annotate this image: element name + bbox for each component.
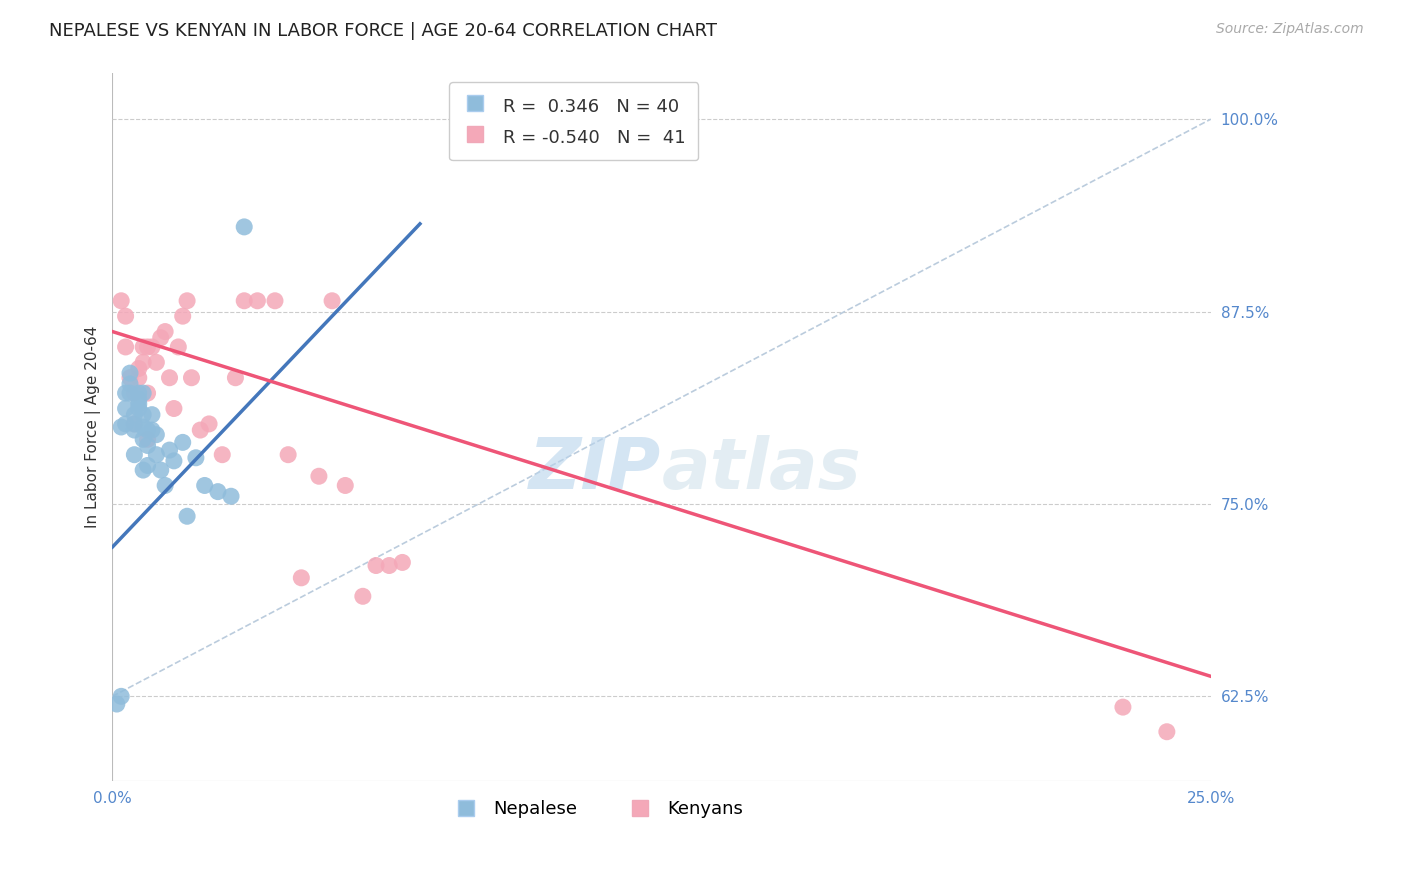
Point [145,427,167,442]
Point [149,463,172,477]
Text: ZIP: ZIP [529,435,662,504]
Point [145,355,167,369]
Point [163,401,186,416]
Point [172,309,194,323]
Text: atlas: atlas [662,435,862,504]
Point [149,331,172,345]
Point [145,448,167,462]
Point [136,458,159,473]
Point [114,340,136,354]
Legend: Nepalese, Kenyans: Nepalese, Kenyans [441,793,751,825]
Point [321,293,343,308]
Point [391,556,413,570]
Point [224,370,246,384]
Point [132,420,155,434]
Point [159,443,181,458]
Point [141,340,163,354]
Point [132,463,155,477]
Point [110,690,132,704]
Point [378,558,401,573]
Point [110,293,132,308]
Point [110,420,132,434]
Point [114,386,136,401]
Point [118,370,141,384]
Y-axis label: In Labor Force | Age 20-64: In Labor Force | Age 20-64 [86,326,101,528]
Point [128,361,150,376]
Point [207,484,229,499]
Text: NEPALESE VS KENYAN IN LABOR FORCE | AGE 20-64 CORRELATION CHART: NEPALESE VS KENYAN IN LABOR FORCE | AGE … [49,22,717,40]
Point [128,392,150,407]
Point [308,469,330,483]
Point [277,448,299,462]
Point [132,355,155,369]
Point [246,293,269,308]
Point [132,340,155,354]
Point [136,438,159,452]
Point [264,293,287,308]
Point [1112,700,1135,714]
Point [132,408,155,422]
Point [118,386,141,401]
Point [132,386,155,401]
Point [128,401,150,416]
Point [198,417,221,431]
Point [180,370,202,384]
Point [176,293,198,308]
Point [167,340,190,354]
Point [136,423,159,437]
Point [163,454,186,468]
Point [105,697,128,711]
Point [188,423,211,437]
Point [114,417,136,431]
Point [141,423,163,437]
Point [136,432,159,446]
Point [124,408,146,422]
Point [124,386,146,401]
Point [128,397,150,411]
Point [114,401,136,416]
Point [128,386,150,401]
Point [124,417,146,431]
Point [290,571,312,585]
Point [141,408,163,422]
Point [184,450,207,465]
Point [233,293,256,308]
Point [233,219,256,234]
Point [118,366,141,380]
Point [153,478,176,492]
Point [124,417,146,431]
Point [124,423,146,437]
Point [335,478,357,492]
Point [219,489,242,503]
Point [352,589,374,603]
Point [136,386,159,401]
Point [136,340,159,354]
Point [114,309,136,323]
Point [118,376,141,391]
Point [364,558,387,573]
Point [176,509,198,524]
Point [159,370,181,384]
Text: Source: ZipAtlas.com: Source: ZipAtlas.com [1216,22,1364,37]
Point [1156,724,1178,739]
Point [128,370,150,384]
Point [153,325,176,339]
Point [124,448,146,462]
Point [194,478,217,492]
Point [211,448,233,462]
Point [132,432,155,446]
Point [172,435,194,450]
